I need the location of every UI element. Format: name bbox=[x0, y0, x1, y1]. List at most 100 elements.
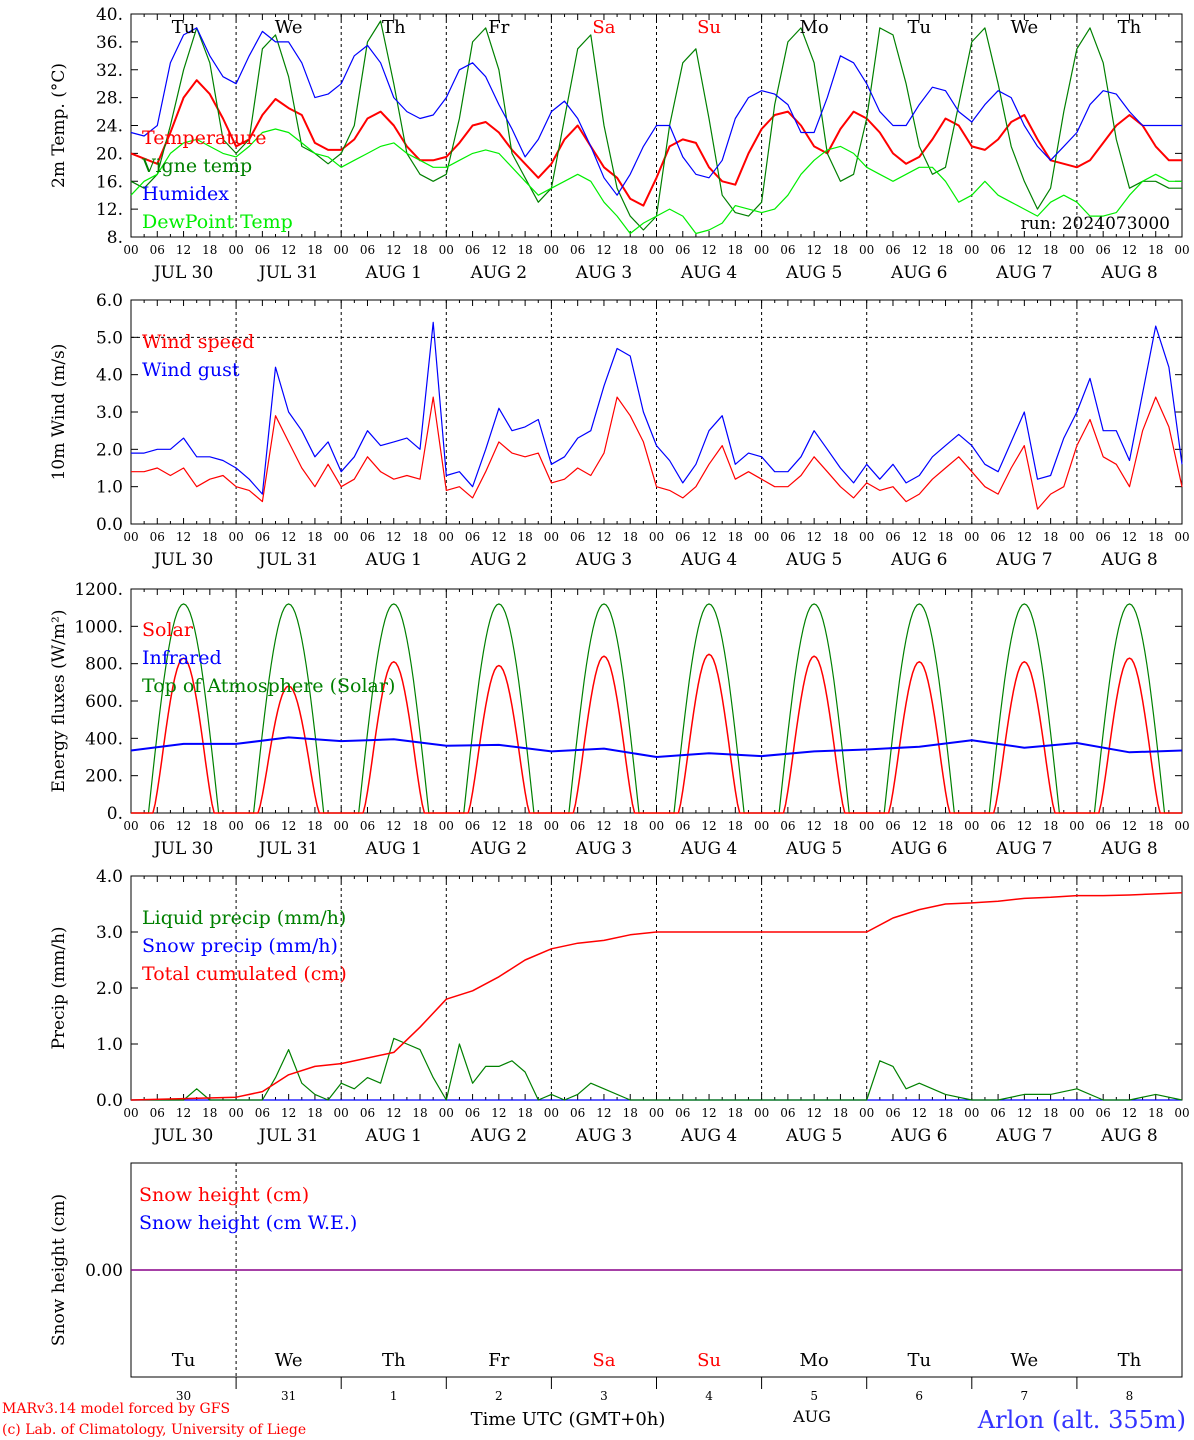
hour-tick-label: 00 bbox=[1174, 243, 1189, 257]
date-label: AUG 8 bbox=[1100, 550, 1157, 570]
hour-tick-label: 18 bbox=[1148, 530, 1163, 544]
hour-tick-label: 12 bbox=[1017, 819, 1032, 833]
hour-tick-label: 00 bbox=[649, 1106, 664, 1120]
hour-tick-label: 12 bbox=[281, 243, 296, 257]
day-name-top: We bbox=[1011, 17, 1039, 38]
y-tick-label: 600. bbox=[85, 692, 123, 712]
hour-tick-label: 06 bbox=[1096, 243, 1111, 257]
hour-tick-label: 18 bbox=[728, 819, 743, 833]
hour-tick-label: 00 bbox=[859, 819, 874, 833]
hour-tick-label: 06 bbox=[465, 243, 480, 257]
hour-tick-label: 12 bbox=[491, 530, 506, 544]
hour-tick-label: 00 bbox=[1069, 243, 1084, 257]
hour-tick-label: 18 bbox=[728, 530, 743, 544]
hour-tick-label: 12 bbox=[912, 243, 927, 257]
temp-series-2 bbox=[130, 27, 1182, 196]
hour-tick-label: 18 bbox=[307, 1106, 322, 1120]
y-tick-label: 5.0 bbox=[96, 328, 123, 348]
y-tick-label: 2.0 bbox=[96, 440, 123, 460]
copyright: (c) Lab. of Climatology, University of L… bbox=[2, 1422, 306, 1438]
legend-entry: Liquid precip (mm/h) bbox=[142, 907, 346, 929]
date-label: AUG 7 bbox=[995, 550, 1052, 570]
date-label: AUG 1 bbox=[365, 1126, 422, 1146]
hour-tick-label: 12 bbox=[912, 819, 927, 833]
hour-tick-label: 06 bbox=[1096, 1106, 1111, 1120]
day-name-top: Sa bbox=[592, 17, 615, 38]
time-axis-label: Time UTC (GMT+0h) bbox=[471, 1409, 666, 1430]
legend-entry: Wind gust bbox=[142, 359, 240, 381]
y-axis-label: 10m Wind (m/s) bbox=[49, 344, 69, 481]
y-tick-label: 28. bbox=[96, 89, 123, 109]
date-label: AUG 5 bbox=[785, 1126, 842, 1146]
hour-tick-label: 06 bbox=[150, 1106, 165, 1120]
hour-tick-label: 18 bbox=[833, 243, 848, 257]
hour-tick-label: 18 bbox=[1043, 243, 1058, 257]
date-label: AUG 4 bbox=[680, 550, 737, 570]
hour-tick-label: 12 bbox=[386, 819, 401, 833]
day-name-bottom: Sa bbox=[592, 1350, 615, 1371]
day-name-top: Su bbox=[697, 17, 721, 38]
hour-tick-label: 00 bbox=[228, 243, 243, 257]
date-label: AUG 8 bbox=[1100, 839, 1157, 859]
hour-tick-label: 00 bbox=[439, 1106, 454, 1120]
day-number: 31 bbox=[281, 1389, 296, 1403]
hour-tick-label: 06 bbox=[990, 1106, 1005, 1120]
hour-tick-label: 06 bbox=[360, 1106, 375, 1120]
hour-tick-label: 00 bbox=[649, 243, 664, 257]
y-tick-label: 0. bbox=[107, 804, 123, 824]
hour-tick-label: 12 bbox=[1017, 243, 1032, 257]
hour-tick-label: 18 bbox=[938, 1106, 953, 1120]
hour-tick-label: 06 bbox=[570, 819, 585, 833]
day-number: 30 bbox=[176, 1389, 191, 1403]
hour-tick-label: 18 bbox=[938, 243, 953, 257]
hour-tick-label: 12 bbox=[176, 819, 191, 833]
y-tick-label: 800. bbox=[85, 655, 123, 675]
legend-entry: DewPoint Temp bbox=[142, 211, 293, 233]
hour-tick-label: 12 bbox=[701, 1106, 716, 1120]
hour-tick-label: 12 bbox=[596, 243, 611, 257]
hour-tick-label: 00 bbox=[123, 819, 138, 833]
hour-tick-label: 12 bbox=[1122, 530, 1137, 544]
date-label: AUG 6 bbox=[890, 263, 947, 283]
y-tick-label: 24. bbox=[96, 117, 123, 137]
y-tick-label: 36. bbox=[96, 33, 123, 53]
hour-tick-label: 18 bbox=[1043, 819, 1058, 833]
hour-tick-label: 06 bbox=[675, 243, 690, 257]
hour-tick-label: 18 bbox=[833, 819, 848, 833]
hour-tick-label: 12 bbox=[281, 530, 296, 544]
hour-tick-label: 12 bbox=[386, 530, 401, 544]
hour-tick-label: 00 bbox=[544, 819, 559, 833]
legend-entry: Wind speed bbox=[142, 331, 254, 353]
hour-tick-label: 06 bbox=[1096, 530, 1111, 544]
hour-tick-label: 12 bbox=[596, 1106, 611, 1120]
hour-tick-label: 12 bbox=[491, 1106, 506, 1120]
y-tick-label: 6.0 bbox=[96, 291, 123, 311]
hour-tick-label: 06 bbox=[150, 243, 165, 257]
y-tick-label: 2.0 bbox=[96, 979, 123, 999]
date-label: AUG 8 bbox=[1100, 263, 1157, 283]
hour-tick-label: 06 bbox=[885, 530, 900, 544]
date-label: AUG 1 bbox=[365, 550, 422, 570]
day-name-top: Fr bbox=[488, 17, 509, 38]
hour-tick-label: 06 bbox=[885, 243, 900, 257]
y-axis-label: Energy fluxes (W/m²) bbox=[49, 610, 69, 793]
hour-tick-label: 06 bbox=[780, 243, 795, 257]
hour-tick-label: 00 bbox=[439, 819, 454, 833]
y-tick-label: 12. bbox=[96, 200, 123, 220]
date-label: AUG 1 bbox=[365, 839, 422, 859]
hour-tick-label: 12 bbox=[912, 1106, 927, 1120]
hour-tick-label: 00 bbox=[1069, 819, 1084, 833]
legend-entry: Snow height (cm W.E.) bbox=[139, 1212, 357, 1234]
y-tick-label: 3.0 bbox=[96, 403, 123, 423]
date-label: AUG 3 bbox=[575, 550, 632, 570]
hour-tick-label: 00 bbox=[544, 530, 559, 544]
date-label: AUG 1 bbox=[365, 263, 422, 283]
day-name-bottom: Mo bbox=[800, 1350, 829, 1371]
hour-tick-label: 18 bbox=[623, 1106, 638, 1120]
hour-tick-label: 06 bbox=[150, 819, 165, 833]
day-name-bottom: Fr bbox=[488, 1350, 509, 1371]
legend-entry: Infrared bbox=[142, 647, 222, 669]
hour-tick-label: 12 bbox=[281, 1106, 296, 1120]
hour-tick-label: 18 bbox=[1043, 1106, 1058, 1120]
